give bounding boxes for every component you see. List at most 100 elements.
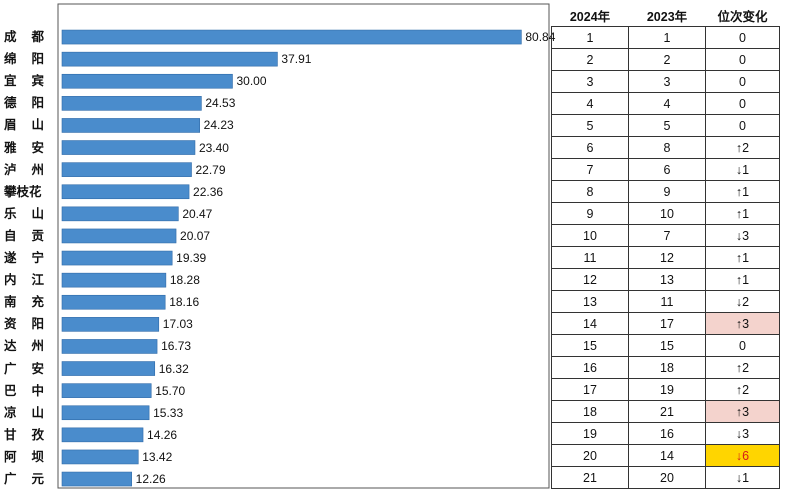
rank-2024-cell: 1 (551, 26, 629, 49)
rank-2023-cell: 12 (628, 246, 706, 269)
label-char: 乐 (4, 205, 17, 221)
rank-2024-cell: 18 (551, 400, 629, 423)
rank-change-cell: 0 (705, 70, 780, 93)
label-char: 德 (4, 95, 17, 111)
category-label: 成都 (4, 26, 46, 48)
category-label: 雅安 (4, 137, 46, 159)
bar (61, 294, 166, 310)
label-char: 山 (31, 404, 44, 420)
category-label: 宜宾 (4, 70, 46, 92)
label-char: 孜 (31, 426, 44, 442)
label-char: 中 (31, 382, 44, 398)
rank-2023-cell: 2 (628, 48, 706, 71)
table-row: 13 11 ↓2 (551, 290, 780, 313)
rank-2023-cell: 20 (628, 466, 706, 489)
rank-2024-cell: 10 (551, 224, 629, 247)
label-char: 自 (4, 227, 17, 243)
rank-2024-cell: 16 (551, 356, 629, 379)
label-char: 绵 (4, 51, 17, 67)
label-char: 都 (31, 29, 44, 45)
table-row: 9 10 ↑1 (551, 202, 780, 225)
label-char: 广 (4, 360, 17, 376)
label-char: 坝 (31, 448, 44, 464)
rank-change-cell: ↑3 (705, 312, 780, 335)
table-row: 8 9 ↑1 (551, 180, 780, 203)
table-row: 6 8 ↑2 (551, 136, 780, 159)
label-char: 广 (4, 471, 17, 487)
label-char: 宜 (4, 73, 17, 89)
label-char: 成 (4, 29, 17, 45)
rank-table: 2024年 2023年 位次变化 1 1 0 2 2 0 3 3 0 4 4 0 5 5 0 6 8 ↑2 7 6 ↓1… (551, 4, 780, 489)
label-char: 泸 (4, 161, 17, 177)
rank-2023-cell: 7 (628, 224, 706, 247)
category-label: 自贡 (4, 225, 46, 247)
rank-2023-cell: 14 (628, 444, 706, 467)
table-row: 18 21 ↑3 (551, 400, 780, 423)
rank-change-cell: ↑3 (705, 400, 780, 423)
rank-2024-cell: 20 (551, 444, 629, 467)
bar-value-label: 22.79 (195, 162, 226, 177)
label-char: 眉 (4, 117, 17, 133)
rank-2024-cell: 11 (551, 246, 629, 269)
rank-change-cell: 0 (705, 26, 780, 49)
rank-2023-cell: 5 (628, 114, 706, 137)
rank-2023-cell: 15 (628, 334, 706, 357)
category-label: 内江 (4, 269, 46, 291)
table-row: 12 13 ↑1 (551, 268, 780, 291)
label-char: 遂 (4, 250, 17, 266)
category-label: 甘孜 (4, 424, 46, 446)
rank-change-cell: ↑2 (705, 136, 780, 159)
table-row: 21 20 ↓1 (551, 466, 780, 489)
rank-2024-cell: 9 (551, 202, 629, 225)
bar (61, 250, 173, 266)
bar (61, 140, 196, 155)
rank-change-cell: ↑1 (705, 268, 780, 291)
rank-2023-cell: 6 (628, 158, 706, 181)
bar (61, 361, 156, 376)
rank-change-cell: ↓6 (705, 444, 780, 467)
table-body: 1 1 0 2 2 0 3 3 0 4 4 0 5 5 0 6 8 ↑2 7 6 ↓1 8 9 ↑1 9 10 ↑1 10 7 ↓3 11 1… (551, 26, 780, 489)
rank-2024-cell: 4 (551, 92, 629, 115)
label-char: 阳 (31, 51, 44, 67)
rank-2023-cell: 13 (628, 268, 706, 291)
bar (61, 405, 150, 421)
label-char: 阳 (31, 95, 44, 111)
label-char: 凉 (4, 404, 17, 420)
rank-change-cell: ↓1 (705, 158, 780, 181)
rank-2024-cell: 7 (551, 158, 629, 181)
label-char: 达 (4, 338, 17, 354)
category-label: 阿坝 (4, 446, 46, 468)
bar-value-label: 17.03 (162, 317, 193, 332)
label-char: 资 (4, 316, 17, 332)
bar-value-label: 15.33 (153, 405, 184, 420)
rank-change-cell: ↓1 (705, 466, 780, 489)
rank-2024-cell: 13 (551, 290, 629, 313)
bar (61, 383, 152, 398)
bar-value-label: 18.28 (169, 273, 200, 288)
bar (61, 184, 190, 200)
bar-value-label: 19.39 (176, 251, 207, 266)
category-label: 达州 (4, 335, 46, 357)
table-row: 7 6 ↓1 (551, 158, 780, 181)
label-char: 州 (31, 161, 44, 177)
bar (61, 272, 167, 288)
table-row: 16 18 ↑2 (551, 356, 780, 379)
bar-value-label: 30.00 (236, 74, 267, 89)
label-char: 南 (4, 294, 17, 310)
rank-change-cell: ↑2 (705, 378, 780, 401)
rank-2024-cell: 8 (551, 180, 629, 203)
bar (61, 317, 160, 332)
rank-2023-cell: 1 (628, 26, 706, 49)
label-char: 江 (31, 272, 44, 288)
category-label: 南充 (4, 291, 46, 313)
rank-2023-cell: 10 (628, 202, 706, 225)
rank-2023-cell: 16 (628, 422, 706, 445)
rank-2023-cell: 8 (628, 136, 706, 159)
rank-2023-cell: 4 (628, 92, 706, 115)
bar-value-label: 20.07 (180, 228, 211, 243)
rank-change-cell: 0 (705, 48, 780, 71)
